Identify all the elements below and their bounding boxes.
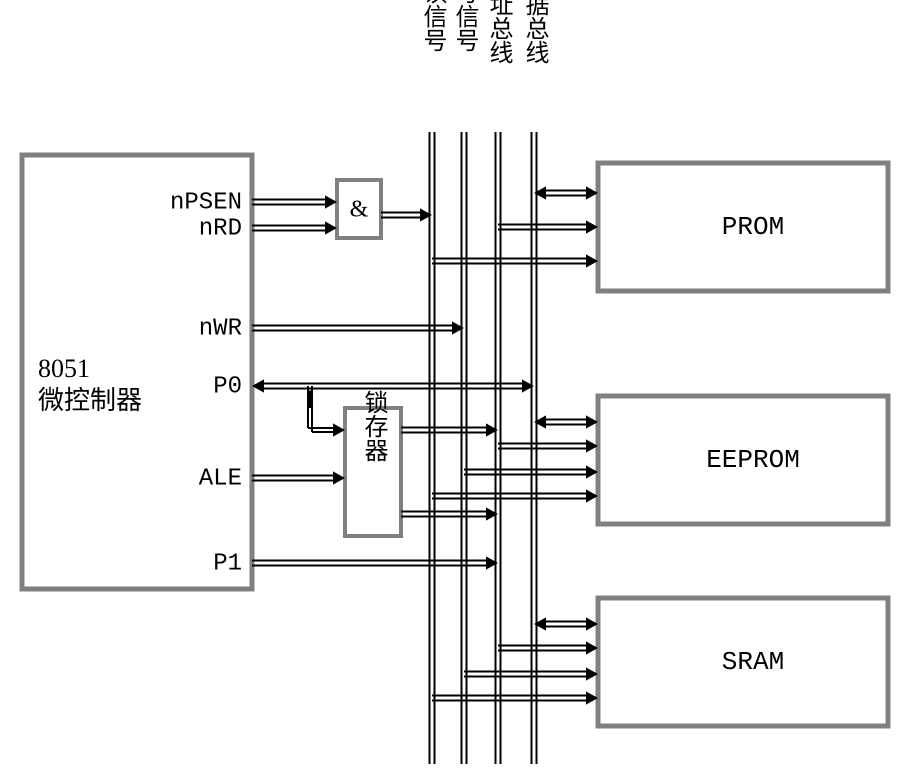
- bus-label-write: 写信号: [451, 0, 479, 52]
- bus-label-addr: 地址总线: [485, 0, 513, 64]
- and-gate: [337, 180, 381, 238]
- latch-box: [345, 408, 401, 536]
- prom-box: [598, 163, 888, 291]
- sram-box: [598, 598, 888, 726]
- bus-label-read: 读信号: [419, 0, 447, 52]
- bus-label-data: 数据总线: [521, 0, 549, 64]
- eeprom-box: [598, 396, 888, 524]
- mcu-box: [22, 155, 252, 589]
